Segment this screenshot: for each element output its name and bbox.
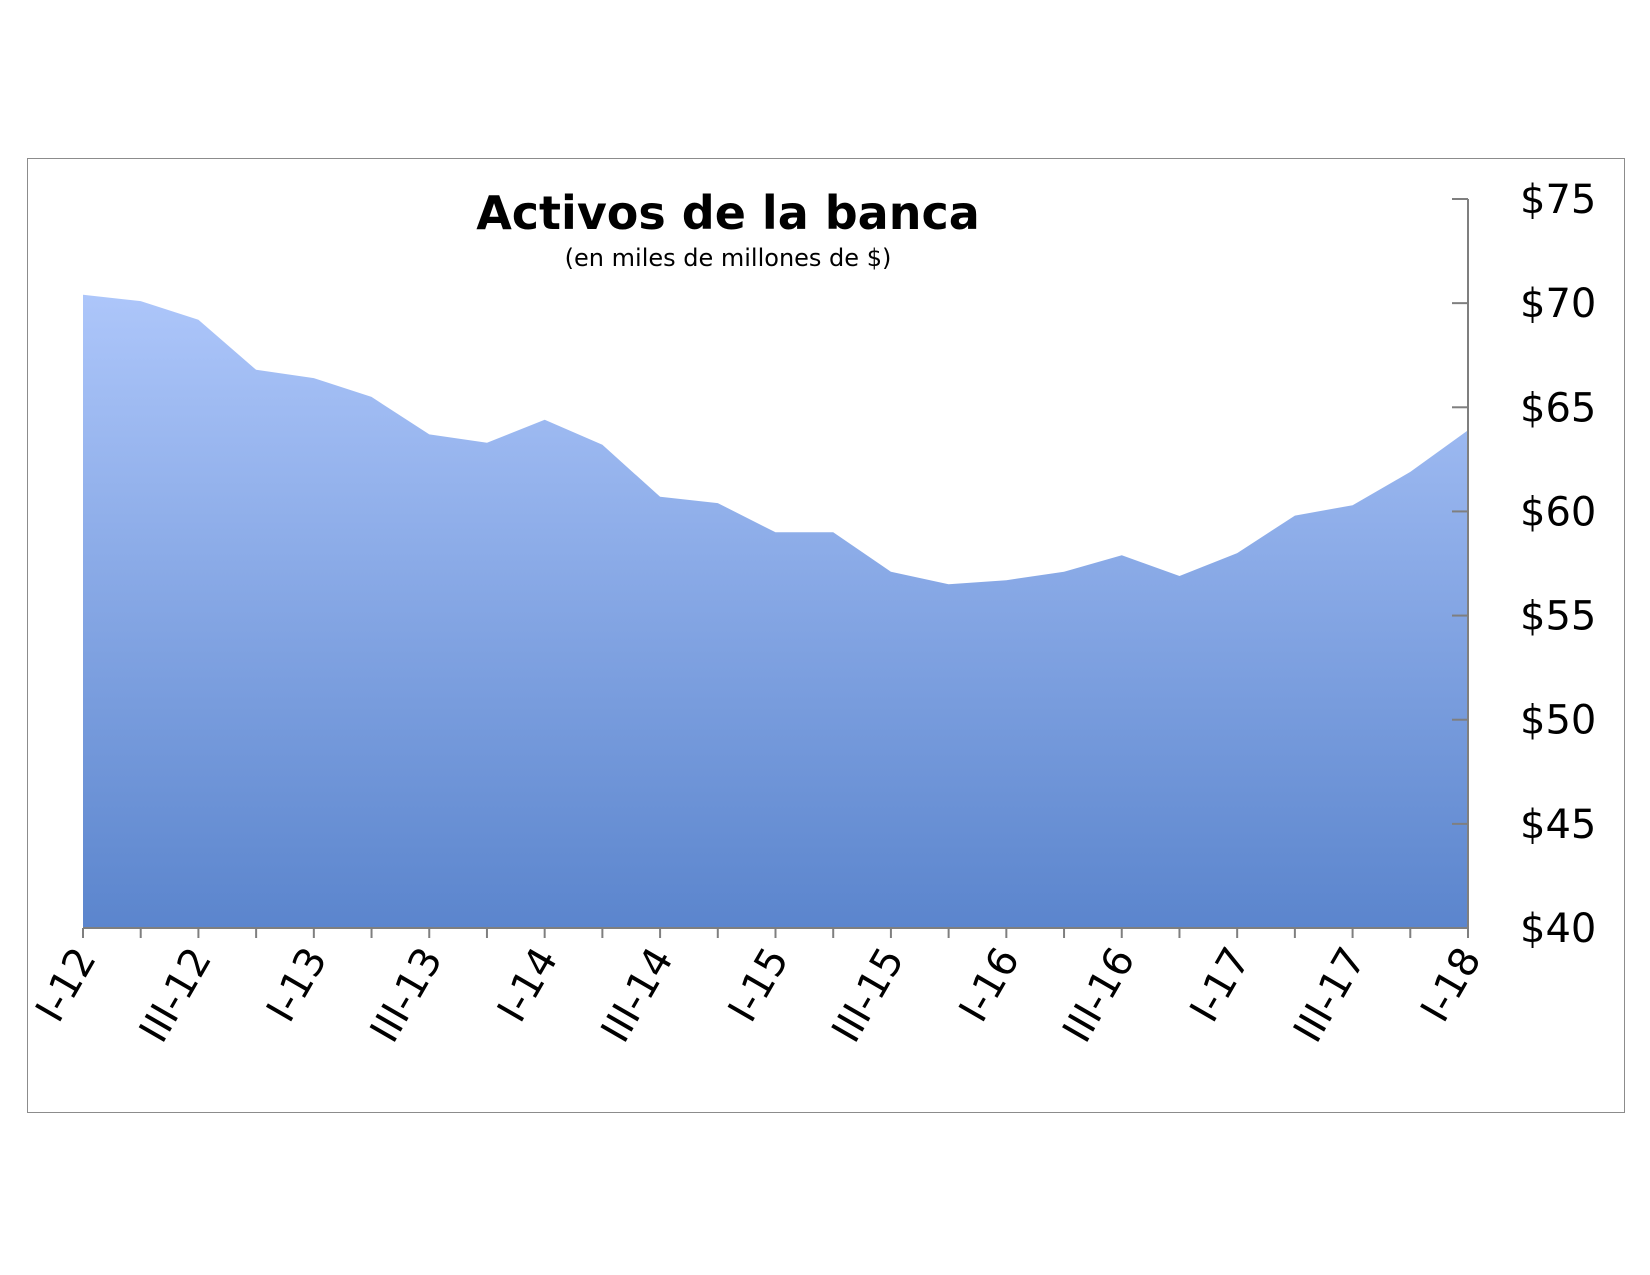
x-tick-label: I-15 bbox=[720, 940, 798, 1030]
y-tick-label: $45 bbox=[1520, 802, 1596, 848]
y-tick-label: $75 bbox=[1520, 177, 1596, 223]
area-series bbox=[83, 294, 1468, 928]
y-tick-label: $70 bbox=[1520, 281, 1596, 327]
chart-frame: $40 $45 $50 $55 $60 $65 $70 $75 I-12 III-12 I-13 II… bbox=[27, 158, 1625, 1113]
area-chart: $40 $45 $50 $55 $60 $65 $70 $75 I-12 III-12 I-13 II… bbox=[28, 177, 1596, 1050]
x-tick-label: III-15 bbox=[823, 940, 913, 1050]
x-tick-label: III-12 bbox=[131, 940, 221, 1050]
x-tick-label: III-14 bbox=[593, 940, 683, 1050]
y-tick-label: $40 bbox=[1520, 906, 1596, 952]
x-tick-label: I-18 bbox=[1412, 940, 1490, 1030]
y-tick-label: $50 bbox=[1520, 698, 1596, 744]
x-tick-label: I-12 bbox=[28, 940, 106, 1030]
x-tick-label: III-17 bbox=[1285, 940, 1375, 1050]
x-tick-label: I-14 bbox=[489, 940, 567, 1030]
chart-title: Activos de la banca bbox=[476, 186, 980, 240]
x-tick-label: III-13 bbox=[362, 940, 452, 1050]
y-tick-label: $65 bbox=[1520, 385, 1596, 431]
x-tick-label: I-17 bbox=[1181, 940, 1259, 1030]
x-tick-label: III-16 bbox=[1054, 940, 1144, 1050]
y-tick-label: $60 bbox=[1520, 489, 1596, 535]
y-tick-label: $55 bbox=[1520, 594, 1596, 640]
x-tick-label: I-16 bbox=[951, 940, 1029, 1030]
x-tick-label: I-13 bbox=[258, 940, 336, 1030]
chart-subtitle: (en miles de millones de $) bbox=[565, 244, 892, 272]
